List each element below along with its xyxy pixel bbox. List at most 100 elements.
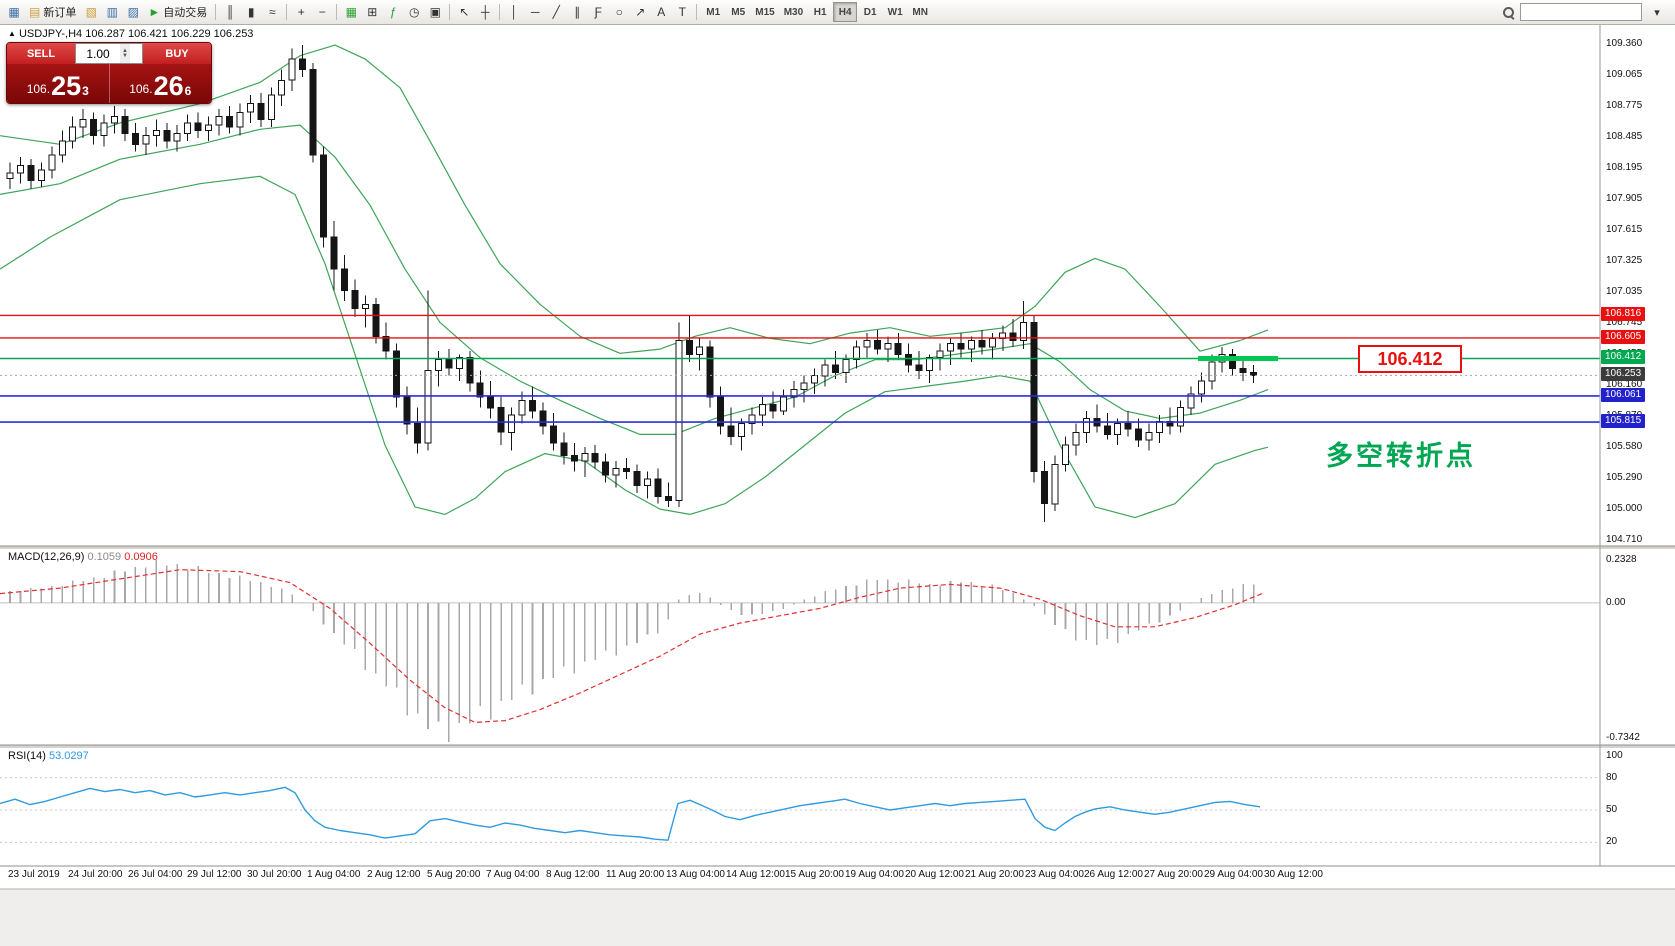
axis-tick-label: 80: [1606, 772, 1618, 783]
volume-down-button[interactable]: ▼: [122, 52, 128, 59]
macd-main-value: 0.1059: [87, 551, 122, 563]
volume-input[interactable]: [76, 44, 120, 63]
shapes-button[interactable]: ○: [609, 2, 629, 22]
axis-tick-label: 105.000: [1606, 503, 1643, 514]
chart-profiles-icon: ▧: [85, 5, 98, 19]
timeframe-m15-button[interactable]: M15: [751, 2, 778, 22]
zoom-out-icon: −: [318, 5, 326, 19]
timeframe-mn-button[interactable]: MN: [908, 2, 932, 22]
toolbar-separator: [499, 4, 501, 20]
timeframe-h4-button[interactable]: H4: [833, 2, 858, 22]
search-options-button[interactable]: ▾: [1647, 2, 1667, 22]
text-label-button[interactable]: T: [672, 2, 692, 22]
time-axis-label: 5 Aug 20:00: [427, 869, 481, 880]
auto-trading-button[interactable]: ► 自动交易: [144, 2, 211, 22]
volume-up-button[interactable]: ▲: [122, 47, 128, 54]
fibonacci-button[interactable]: Ƒ: [588, 2, 608, 22]
timeframe-h1-button[interactable]: H1: [808, 2, 832, 22]
trendline-button[interactable]: ╱: [546, 2, 566, 22]
tile-windows-icon: ⊞: [367, 5, 378, 19]
candlestick-chart-button[interactable]: ▮: [241, 2, 261, 22]
axis-tick-label: 104.710: [1606, 534, 1643, 545]
ask-big-digits: 26: [153, 71, 184, 102]
vertical-line-button[interactable]: │: [504, 2, 524, 22]
axis-tick-label: -0.7342: [1606, 732, 1640, 743]
time-axis-label: 13 Aug 04:00: [666, 869, 725, 880]
templates-icon: ▣: [429, 5, 441, 19]
zoom-in-button[interactable]: +: [291, 2, 311, 22]
one-click-trading-panel: SELL ▲ ▼ BUY 106.253 106.266: [6, 42, 212, 104]
channel-button[interactable]: ∥: [567, 2, 587, 22]
candlestick-chart-icon: ▮: [247, 5, 255, 19]
ask-pipette: 6: [184, 84, 192, 98]
trendline-icon: ╱: [552, 5, 560, 19]
arrows-button[interactable]: ↗: [630, 2, 650, 22]
macd-signal-value: 0.0906: [124, 551, 158, 563]
toolbar-separator: [336, 4, 338, 20]
price-callout-box: 106.412: [1358, 345, 1462, 373]
cursor-icon: ↖: [459, 5, 470, 19]
axis-tick-label: 108.195: [1606, 162, 1643, 173]
horizontal-line-button[interactable]: ─: [525, 2, 545, 22]
panel-collapse-icon[interactable]: ▲: [8, 29, 16, 38]
grid-button[interactable]: ▦: [341, 2, 361, 22]
crosshair-button[interactable]: ┼: [475, 2, 495, 22]
navigator-button[interactable]: ▨: [123, 2, 143, 22]
axis-tick-label: 107.325: [1606, 255, 1643, 266]
text-button[interactable]: A: [651, 2, 671, 22]
axis-tick-label: 109.360: [1606, 38, 1643, 49]
axis-tick-label: 107.615: [1606, 224, 1643, 235]
time-axis-label: 11 Aug 20:00: [606, 869, 665, 880]
line-chart-button[interactable]: ≈: [262, 2, 282, 22]
search-input[interactable]: [1520, 3, 1642, 21]
bar-chart-icon: ║: [225, 5, 235, 19]
sell-button[interactable]: SELL: [7, 43, 75, 64]
timeframe-w1-button[interactable]: W1: [883, 2, 907, 22]
indicators-icon: ƒ: [389, 5, 397, 19]
market-watch-icon: ▥: [106, 5, 119, 19]
axis-tick-label: 0.2328: [1606, 554, 1637, 565]
axis-tick-label: 20: [1606, 836, 1618, 847]
axis-tick-label: 108.775: [1606, 100, 1643, 111]
shapes-icon: ○: [615, 5, 623, 19]
volume-field: ▲ ▼: [75, 43, 143, 64]
timeframe-m1-button[interactable]: M1: [701, 2, 725, 22]
buy-button[interactable]: BUY: [143, 43, 211, 64]
tile-windows-button[interactable]: ⊞: [362, 2, 382, 22]
zoom-out-button[interactable]: −: [312, 2, 332, 22]
timeframe-m5-button[interactable]: M5: [726, 2, 750, 22]
new-order-button[interactable]: ▤ 新订单: [25, 2, 80, 22]
timeframe-toolbar: M1 M5 M15 M30 H1 H4 D1 W1 MN: [701, 2, 932, 22]
arrows-icon: ↗: [635, 5, 646, 19]
toolbar-right: ▾: [1502, 2, 1671, 22]
axis-tick-label: 109.065: [1606, 69, 1643, 80]
time-axis-label: 24 Jul 20:00: [68, 869, 123, 880]
indicators-button[interactable]: ƒ: [383, 2, 403, 22]
timeframe-m30-button[interactable]: M30: [780, 2, 807, 22]
new-chart-icon: ▦: [8, 5, 20, 19]
timeframe-d1-button[interactable]: D1: [858, 2, 882, 22]
time-axis-label: 29 Jul 12:00: [187, 869, 242, 880]
templates-button[interactable]: ▣: [425, 2, 445, 22]
axis-tick-label: 0.00: [1606, 597, 1626, 608]
time-axis-label: 21 Aug 20:00: [965, 869, 1024, 880]
price-tag: 105.815: [1601, 414, 1646, 428]
time-axis-label: 23 Jul 2019: [8, 869, 60, 880]
axis-tick-label: 108.485: [1606, 131, 1643, 142]
axis-tick-label: 106.745: [1606, 317, 1643, 328]
auto-trading-icon: ►: [148, 5, 161, 19]
toolbar-separator: [215, 4, 217, 20]
time-axis-label: 20 Aug 12:00: [905, 869, 964, 880]
periods-button[interactable]: ◷: [404, 2, 424, 22]
horizontal-line-icon: ─: [530, 5, 540, 19]
chart-profiles-button[interactable]: ▧: [81, 2, 101, 22]
bid-prefix: 106.: [26, 82, 51, 96]
ask-price[interactable]: 106. 26 6: [110, 64, 212, 103]
cursor-button[interactable]: ↖: [454, 2, 474, 22]
market-watch-button[interactable]: ▥: [102, 2, 122, 22]
text-label-icon: T: [678, 5, 686, 19]
bar-chart-button[interactable]: ║: [220, 2, 240, 22]
new-chart-button[interactable]: ▦: [4, 2, 24, 22]
bid-price[interactable]: 106. 25 3: [7, 64, 109, 103]
